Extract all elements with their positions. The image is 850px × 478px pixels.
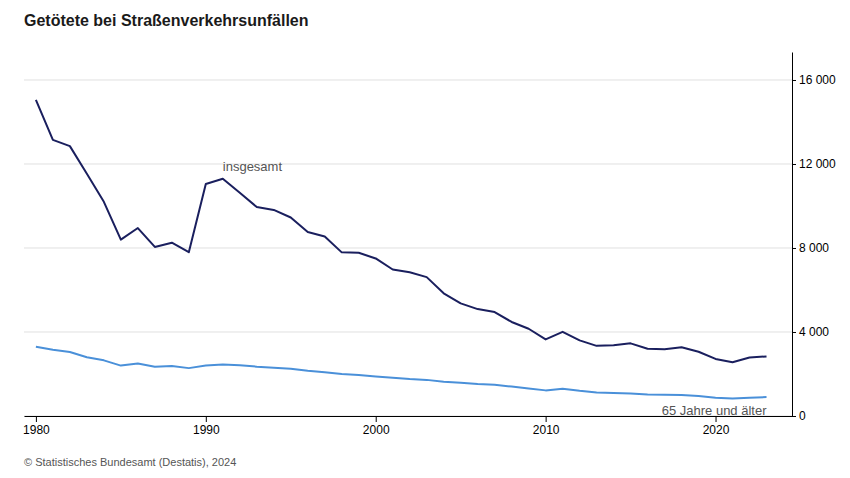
x-tick-mark bbox=[36, 416, 37, 422]
y-tick: 16 000 bbox=[792, 73, 836, 87]
grid-line bbox=[24, 163, 792, 164]
grid-line bbox=[24, 79, 792, 80]
x-axis: 1980 1990 2000 2010 2020 bbox=[23, 416, 792, 437]
y-tick-label: 12 000 bbox=[799, 157, 836, 171]
x-tick-mark bbox=[206, 416, 207, 422]
title: Getötete bei Straßenverkehrsunfällen bbox=[24, 12, 309, 29]
series-label: insgesamt bbox=[223, 159, 283, 174]
y-tick-mark bbox=[792, 416, 796, 417]
x-tick: 2010 bbox=[533, 416, 560, 437]
y-tick: 12 000 bbox=[792, 157, 836, 171]
line bbox=[36, 347, 767, 399]
series-labels: insgesamt 65 Jahre und älter bbox=[223, 159, 767, 418]
y-tick-mark bbox=[792, 332, 796, 333]
chart: Getötete bei Straßenverkehrsunfällen 1980… bbox=[0, 0, 850, 478]
y-axis: 0 4 000 8 000 12 000 16 000 bbox=[792, 53, 836, 424]
plot-area bbox=[36, 100, 767, 399]
x-tick-mark bbox=[376, 416, 377, 422]
line bbox=[36, 100, 767, 362]
y-tick-mark bbox=[792, 80, 796, 81]
x-tick-label: 1990 bbox=[193, 423, 220, 437]
x-tick-label: 2000 bbox=[363, 423, 390, 437]
x-tick-mark bbox=[546, 416, 547, 422]
series-label: 65 Jahre und älter bbox=[662, 403, 767, 418]
x-tick: 2000 bbox=[363, 416, 390, 437]
y-tick-label: 0 bbox=[799, 409, 806, 423]
y-axis-line bbox=[792, 53, 793, 417]
y-tick-label: 8 000 bbox=[799, 241, 829, 255]
source: © Statistisches Bundesamt (Destatis), 20… bbox=[24, 456, 236, 468]
x-tick-label: 1980 bbox=[23, 423, 50, 437]
grid-line bbox=[24, 331, 792, 332]
x-tick: 1990 bbox=[193, 416, 220, 437]
x-tick: 2020 bbox=[703, 416, 730, 437]
y-tick-mark bbox=[792, 164, 796, 165]
x-tick: 1980 bbox=[23, 416, 50, 437]
grid bbox=[24, 80, 792, 416]
y-tick: 4 000 bbox=[792, 325, 829, 339]
y-tick: 0 bbox=[792, 409, 806, 423]
x-tick-label: 2010 bbox=[533, 423, 560, 437]
y-tick-label: 16 000 bbox=[799, 73, 836, 87]
grid-line bbox=[24, 247, 792, 248]
y-tick-mark bbox=[792, 248, 796, 249]
y-tick-label: 4 000 bbox=[799, 325, 829, 339]
y-tick: 8 000 bbox=[792, 241, 829, 255]
x-tick-label: 2020 bbox=[703, 423, 730, 437]
